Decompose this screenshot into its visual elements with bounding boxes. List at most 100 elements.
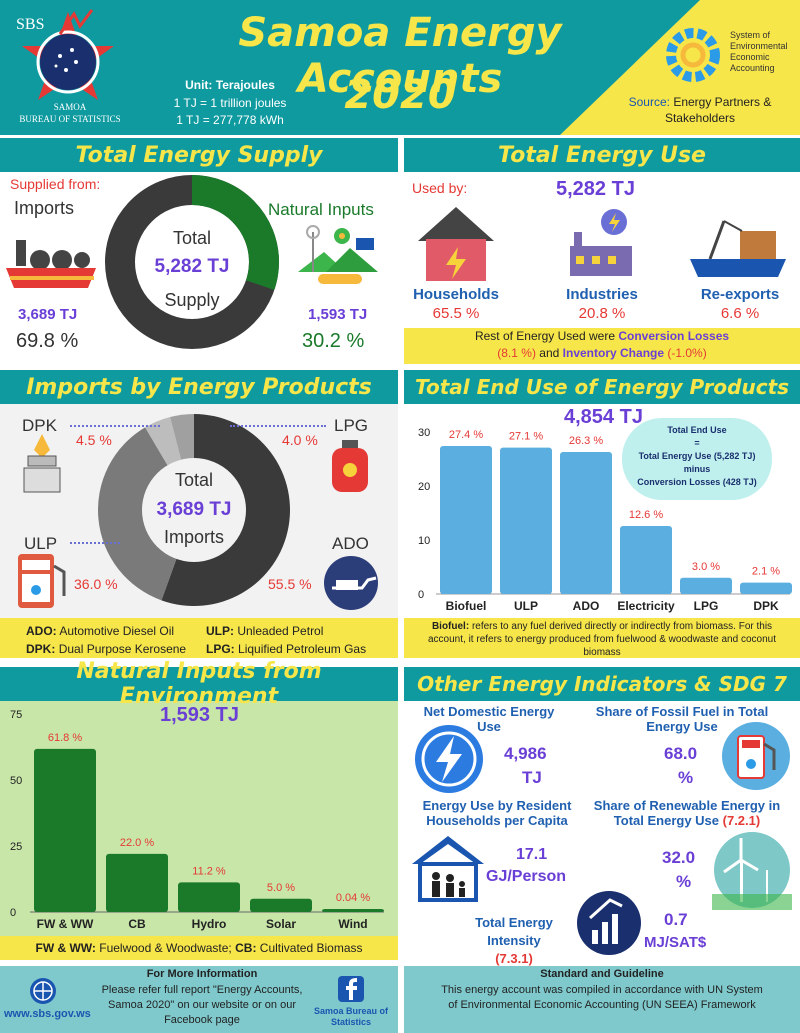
supplied-from: Supplied from: [10, 176, 101, 192]
enduse-bar [740, 582, 792, 594]
biofuel-note-text: refers to any fuel derived directly or i… [428, 621, 776, 658]
page-title: Samoa Energy Accounts [238, 10, 562, 102]
natural-value-label: 22.0 % [120, 837, 154, 849]
globe-icon[interactable] [28, 976, 58, 1006]
dpk-connector [70, 425, 160, 427]
ulp-label: ULP [24, 534, 58, 553]
unit-label: Unit: Terajoules [185, 78, 275, 92]
enduse-ytick: 20 [418, 481, 430, 493]
supply-natural-arc [105, 175, 279, 349]
ulp-pump-icon [18, 554, 66, 608]
enduse-value-label: 12.6 % [629, 509, 663, 521]
enduse-bubble-text: Total End Use = Total Energy Use (5,282 … [622, 424, 772, 489]
net-value2: TJ [522, 768, 542, 787]
imports-title: Imports by Energy Products [0, 370, 398, 404]
natural-category-label: CB [128, 917, 146, 931]
fossil-label: Share of Fossil Fuel in Total Energy Use [595, 704, 769, 734]
logo-line1: SAMOA [53, 102, 87, 112]
use-note-box: Rest of Energy Used were Conversion Loss… [404, 328, 800, 364]
intensity-sdg: (7.3.1) [495, 951, 533, 966]
intensity-value1: 0.7 [664, 910, 688, 929]
biofuel-note-label: Biofuel: [431, 621, 470, 632]
industries-label: Industries [566, 286, 638, 303]
seea-line4: Accounting [730, 63, 775, 73]
renew-label: Share of Renewable Energy in Total Energ… [592, 798, 782, 828]
natural-category-label: Solar [266, 917, 296, 931]
resident-label: Energy Use by Resident Households per Ca… [422, 798, 572, 828]
renewables-icon [298, 225, 378, 284]
star-logo-icon [22, 9, 114, 100]
used-by: Used by: [412, 180, 468, 196]
natural-category-label: Hydro [192, 917, 227, 931]
natural-value-label: 11.2 % [192, 865, 226, 877]
enduse-total: 4,854 TJ [564, 406, 643, 428]
enduse-bar [620, 525, 672, 594]
cb-abbr: CB: [235, 941, 257, 955]
natural-value: 1,593 TJ [308, 306, 368, 323]
enduse-bar [560, 451, 612, 594]
reexports-label: Re-exports [700, 286, 780, 303]
unit-line2: 1 TJ = 277,778 kWh [176, 113, 284, 127]
source-line1: Energy Partners & [673, 95, 772, 109]
lpg-label: LPG [334, 416, 369, 435]
households-label: Households [413, 286, 499, 303]
resident-value1: 17.1 [516, 846, 548, 863]
natural-bar [106, 853, 168, 912]
house-icon [418, 207, 494, 281]
info-text: Please refer full report "Energy Account… [101, 984, 303, 1026]
facebook-icon[interactable] [338, 976, 364, 1002]
supply-center-line1: Total [172, 228, 212, 248]
and-text: and [539, 346, 560, 360]
info-title: For More Information [146, 968, 258, 980]
intensity-label: Total Energy Intensity (7.3.1) [454, 914, 574, 968]
legend-lpg: LPG: Liquified Petroleum Gas [206, 642, 367, 656]
natural-value-label: 61.8 % [48, 732, 82, 744]
footer-right [404, 966, 800, 1033]
dpk-pct: 4.5 % [76, 432, 112, 448]
natural-value-label: 0.04 % [336, 892, 370, 904]
seea-line2: Environmental [730, 41, 788, 51]
enduse-ytick: 10 [418, 535, 430, 547]
renew-sdg: (7.2.1) [722, 813, 761, 828]
bubble-line5: Conversion Losses (428 TJ) [637, 477, 757, 487]
bubble-line3: Total Energy Use (5,282 TJ) [638, 451, 756, 461]
intensity-sdg-row: (7.3.1) [454, 950, 574, 968]
ado-pct: 55.5 % [268, 576, 312, 592]
ulp-pct: 36.0 % [74, 576, 118, 592]
rest-text: Rest of Energy Used were [474, 329, 615, 343]
natural-total: 1,593 TJ [160, 704, 239, 726]
natural-title: Natural Inputs from Environment [0, 659, 398, 709]
ulp-connector [70, 542, 120, 544]
supply-donut [105, 175, 279, 349]
net-value1: 4,986 [504, 744, 547, 763]
natural-ytick: 50 [10, 775, 22, 787]
seea-logo-icon [666, 28, 720, 82]
inventory-pct: (-1.0%) [667, 346, 707, 360]
enduse-bar [440, 446, 492, 594]
conversion-label: Conversion Losses [618, 329, 730, 343]
households-pct: 65.5 % [432, 305, 480, 322]
enduse-ytick: 0 [418, 589, 424, 601]
use-total: 5,282 TJ [556, 178, 635, 200]
natural-chart: 0 25 50 75 61.8 % FW & WW 22.0 % CB 11.2 % Hydro 5… [10, 709, 384, 931]
fossil-value2: % [678, 768, 694, 787]
reexport-ship-icon [690, 220, 786, 277]
source-line2: Stakeholders [664, 111, 736, 125]
supply-center-line2: Supply [164, 290, 220, 310]
imports-legend: ADO: Automotive Diesel Oil ULP: Unleaded… [0, 618, 398, 658]
factory-icon [570, 209, 632, 276]
biofuel-note: Biofuel: refers to any fuel derived dire… [404, 618, 800, 658]
resident-value2: GJ/Person [486, 868, 567, 885]
enduse-category-label: DPK [753, 599, 779, 613]
cb-text: Cultivated Biomass [259, 941, 363, 955]
enduse-value-label: 26.3 % [569, 435, 603, 447]
bubble-line2: = [694, 438, 700, 448]
facebook-link[interactable]: Samoa Bureau of Statistics [313, 1006, 389, 1027]
website-link[interactable]: www.sbs.gov.ws [4, 1008, 91, 1020]
natural-ytick: 25 [10, 841, 22, 853]
ado-label: ADO [332, 534, 369, 553]
natural-category-label: FW & WW [37, 917, 94, 931]
family-house-icon [412, 836, 484, 902]
lpg-pct: 4.0 % [282, 432, 318, 448]
enduse-chart: 0 10 20 30 27.4 % Biofuel 27.1 % ULP 26.3 % ADO 12… [418, 427, 792, 613]
